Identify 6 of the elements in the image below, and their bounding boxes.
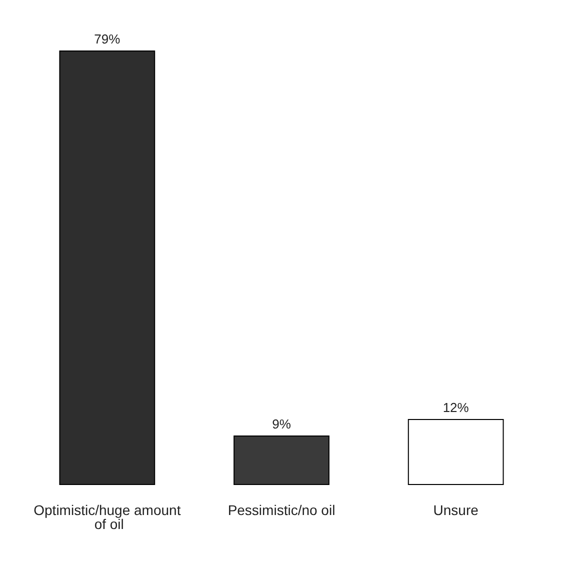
data-label: 12% — [442, 400, 470, 415]
x-tick-label: Pessimistic/no oil — [228, 502, 336, 518]
x-tick-label: Optimistic/huge amount of oil — [34, 502, 181, 532]
data-label: 9% — [272, 416, 292, 432]
data-label: 79% — [94, 32, 121, 46]
x-tick-label: Unsure — [433, 502, 479, 518]
